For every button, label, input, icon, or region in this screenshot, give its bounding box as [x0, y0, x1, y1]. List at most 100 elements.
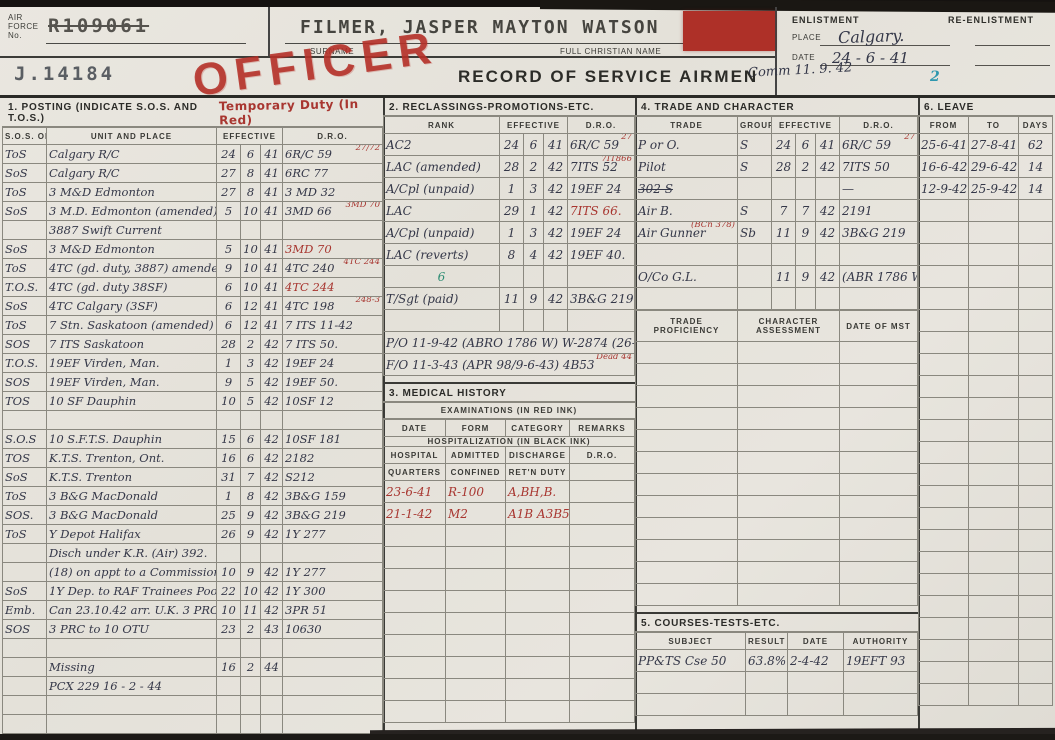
col-header-date-of-mst: DATE OF MST [839, 310, 918, 342]
table-cell [2, 695, 47, 715]
table-cell [635, 287, 738, 310]
table-cell: 9 [216, 258, 241, 278]
surname-label: SURNAME [310, 47, 355, 56]
table-cell: Missing [46, 657, 217, 677]
table-cell: 41 [814, 133, 841, 156]
table-cell [445, 656, 506, 679]
table-cell [240, 543, 261, 563]
table-cell: 10 [216, 562, 241, 582]
col-header-category: CATEGORY [505, 419, 570, 437]
table-cell [2, 676, 47, 696]
table-cell: T.O.S. [2, 353, 47, 373]
table-cell: 2 [240, 619, 261, 639]
table-cell: 9 [795, 265, 816, 288]
table-cell [795, 177, 816, 200]
table-cell: ToS [2, 315, 47, 335]
table-cell: 1 [523, 199, 544, 222]
table-cell [918, 573, 969, 596]
table-cell: 6 [240, 448, 261, 468]
table-cell [282, 676, 383, 696]
table-cell [968, 595, 1019, 618]
table-cell: Can 23.10.42 arr. U.K. 3 PRC [46, 600, 217, 620]
divider [383, 376, 635, 384]
table-cell: 42 [259, 353, 284, 373]
table-cell [542, 309, 569, 332]
enlistment-label: ENLISTMENT [792, 15, 860, 25]
table-cell [737, 341, 840, 364]
table-cell [635, 363, 738, 386]
table-cell: 1 [499, 221, 524, 244]
table-cell [259, 410, 284, 430]
table-cell: 4 [523, 243, 544, 266]
table-cell: 24 [216, 144, 241, 164]
col-header-form: FORM [445, 419, 506, 437]
table-cell: 1Y Dep. to RAF Trainees Pool [46, 581, 217, 601]
table-cell [569, 502, 635, 525]
table-cell: 41 [259, 315, 284, 335]
table-cell [1018, 507, 1053, 530]
table-cell: 12 [240, 315, 261, 335]
table-cell [445, 678, 506, 701]
underline [820, 65, 950, 66]
table-cell: 2182 [282, 448, 383, 468]
form-header: AIR FORCE No. R109061 J.14184 FILMER, JA… [0, 7, 1055, 98]
table-cell [635, 539, 738, 562]
table-cell: 16-6-42 [918, 155, 969, 178]
table-cell [383, 612, 446, 635]
table-cell [918, 243, 969, 266]
divider [635, 606, 918, 614]
table-cell: A1B A3B5 [505, 502, 570, 525]
table-cell [918, 639, 969, 662]
table-cell [505, 546, 570, 569]
table-cell [968, 265, 1019, 288]
table-cell [2, 562, 47, 582]
table-cell [737, 495, 840, 518]
trade-table: TRADE GROUP EFFECTIVE D.R.O. P or O. S 24 6… [635, 116, 918, 310]
table-cell [216, 220, 241, 240]
table-cell [505, 634, 570, 657]
leave-title: 6. LEAVE [924, 102, 975, 113]
table-cell [968, 331, 1019, 354]
table-cell: 2 [240, 334, 261, 354]
col-header-admitted: ADMITTED [445, 446, 506, 464]
table-cell: TOS [2, 448, 47, 468]
table-cell: 6 [383, 265, 500, 288]
table-cell: K.T.S. Trenton [46, 467, 217, 487]
table-cell: 31 [216, 467, 241, 487]
table-cell [1018, 287, 1053, 310]
table-cell: 12 [240, 296, 261, 316]
table-cell: 3B&G 219 [567, 287, 635, 310]
table-cell [968, 485, 1019, 508]
divider [775, 7, 777, 95]
table-cell [635, 671, 746, 694]
table-cell [1018, 661, 1053, 684]
table-cell: A,BH,B. [505, 480, 570, 503]
table-cell: 27-8-41 [968, 133, 1019, 156]
table-cell: 10 SF Dauphin [46, 391, 217, 411]
table-cell [240, 410, 261, 430]
table-cell [918, 441, 969, 464]
table-cell: 10 S.F.T.S. Dauphin [46, 429, 217, 449]
table-cell: ToS [2, 486, 47, 506]
table-cell: 10SF 181 [282, 429, 383, 449]
table-cell [968, 441, 1019, 464]
table-cell [795, 243, 816, 266]
table-cell: 42 [259, 600, 284, 620]
table-cell [1018, 243, 1053, 266]
table-cell: 3 [240, 353, 261, 373]
table-cell [569, 480, 635, 503]
table-cell: 3MD 70 [282, 239, 383, 259]
table-cell: 7 Stn. Saskatoon (amended) [46, 315, 217, 335]
table-cell [814, 177, 841, 200]
col-header-effective: EFFECTIVE [215, 127, 284, 145]
section-promotions-medical: 2. RECLASSINGS-PROMOTIONS-ETC. RANK EFFE… [383, 98, 637, 734]
table-cell: 27 [216, 182, 241, 202]
table-cell: (18) on appt to a Commission [46, 562, 217, 582]
table-cell [839, 243, 918, 266]
table-cell: ToS [2, 524, 47, 544]
table-cell: SOS [2, 372, 47, 392]
air-force-no-label: AIR FORCE No. [8, 13, 39, 40]
table-cell: 43 [259, 619, 284, 639]
table-cell [635, 517, 738, 540]
